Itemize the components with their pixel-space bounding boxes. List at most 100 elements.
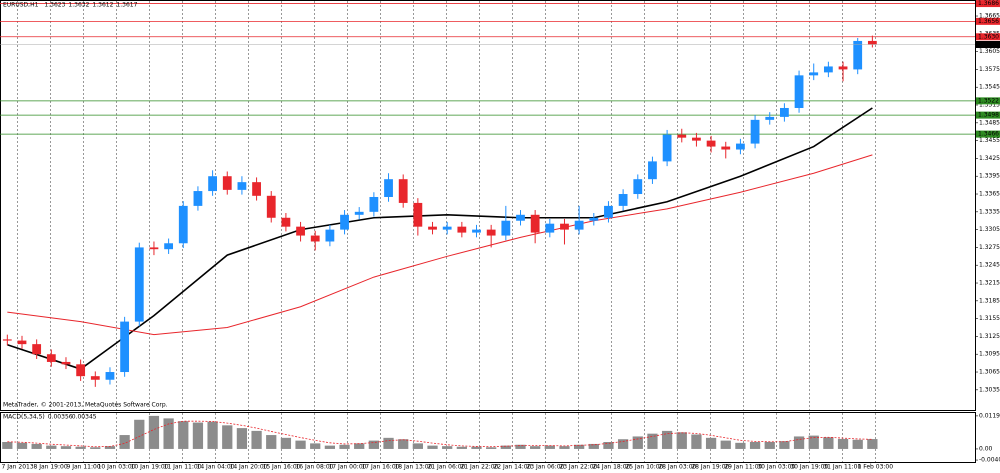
macd-bar <box>104 446 116 449</box>
candle-body <box>677 134 687 138</box>
candle-body <box>501 220 511 236</box>
candle-body <box>560 223 569 230</box>
macd-bar <box>163 418 174 449</box>
macd-bar <box>236 428 248 449</box>
x-tick-label: 28 Jan 19:00 <box>691 464 729 471</box>
candle-body <box>706 140 716 147</box>
x-tick-label: 16 Jan 08:00 <box>295 464 333 471</box>
x-tick-label: 30 Jan 19:00 <box>790 464 828 471</box>
macd-bar <box>368 440 380 449</box>
macd-bar <box>632 436 643 449</box>
macd-bar <box>119 435 130 449</box>
macd-bar <box>46 445 57 449</box>
macd-bar <box>456 446 467 449</box>
y-tick-label: 1.3575 <box>979 66 1000 73</box>
macd-bar <box>500 445 511 449</box>
x-tick-label: 24 Jan 18:00 <box>592 464 630 471</box>
candle-body <box>545 223 555 233</box>
x-tick-label: 23 Jan 06:00 <box>526 464 564 471</box>
candle-body <box>354 211 364 215</box>
macd-bar <box>779 441 790 449</box>
price-label: 1.3617 <box>978 41 999 48</box>
y-tick-label: 1.3485 <box>979 119 1000 126</box>
level-box <box>976 0 1000 8</box>
macd-bar <box>192 422 204 449</box>
macd-bar <box>559 446 570 449</box>
macd-bar <box>280 437 292 449</box>
macd-bar <box>530 446 541 449</box>
ohlc-value: 1.3612 <box>92 2 113 9</box>
y-tick-label: 1.3335 <box>979 208 1000 215</box>
macd-bar <box>661 430 673 449</box>
candle-body <box>486 229 496 236</box>
macd-bar <box>574 444 585 449</box>
level-label: 1.3630 <box>978 33 999 40</box>
candle-body <box>692 137 701 141</box>
candle-body <box>574 220 584 230</box>
macd-bar <box>837 438 849 449</box>
level-box <box>976 17 1000 25</box>
moving-average <box>7 107 873 370</box>
candle-body <box>120 321 130 373</box>
macd-signal <box>7 420 873 448</box>
macd-bar <box>823 437 834 449</box>
y-tick-label: 1.3245 <box>979 262 1000 269</box>
macd-bar <box>295 440 306 449</box>
y-tick-label: 1.3065 <box>979 369 1000 376</box>
main-frame <box>0 0 976 411</box>
candle-body <box>780 107 789 117</box>
x-tick-label: 18 Jan 13:00 <box>394 464 432 471</box>
candle-body <box>736 143 745 150</box>
x-tick-label: 7 Jan 2013 <box>2 464 34 471</box>
candle-body <box>46 354 56 362</box>
candle-body <box>516 214 525 221</box>
candle-body <box>794 75 804 108</box>
symbol: EURUSD,H1 <box>3 2 39 9</box>
macd-bar <box>251 430 262 449</box>
macd-bar <box>339 444 350 449</box>
y-tick-label: 1.3425 <box>979 155 1000 162</box>
macd-bar <box>383 437 394 449</box>
candle-body <box>457 226 467 233</box>
price-box <box>976 41 1000 49</box>
candle-body <box>61 361 71 365</box>
level-box <box>976 33 1000 41</box>
candle-body <box>867 40 877 45</box>
macd-bar <box>735 442 746 449</box>
candle-body <box>296 226 305 236</box>
level-label: 1.3498 <box>978 112 999 119</box>
candle-body <box>823 66 833 73</box>
level-box <box>976 130 1000 138</box>
macd-bar <box>603 442 614 449</box>
candle-body <box>413 202 423 227</box>
y-tick-label: 1.3665 <box>979 13 1000 20</box>
x-tick-label: 14 Jan 20:00 <box>230 464 268 471</box>
candle-body <box>32 344 42 355</box>
x-tick-label: 23 Jan 22:00 <box>559 464 597 471</box>
level-label: 1.3466 <box>978 131 999 138</box>
candle-body <box>2 339 12 341</box>
candle-body <box>398 179 408 203</box>
x-tick-label: 25 Jan 10:00 <box>625 464 663 471</box>
x-tick-label: 21 Jan 22:00 <box>460 464 498 471</box>
y-tick-label: 1.3035 <box>979 386 1000 393</box>
y-tick-label: 1.3365 <box>979 191 1000 198</box>
candle-body <box>369 196 379 212</box>
y-tick-label: 1.3545 <box>979 84 1000 91</box>
macd-frame <box>0 412 976 463</box>
macd-bar <box>90 447 101 449</box>
candle-body <box>134 247 144 322</box>
x-tick-label: 29 Jan 11:00 <box>724 464 762 471</box>
macd-bar <box>412 443 423 449</box>
macd-bar <box>852 439 863 449</box>
macd-bar <box>544 445 555 449</box>
x-tick-label: 30 Jan 03:00 <box>757 464 795 471</box>
y-tick-label: 1.3275 <box>979 244 1000 251</box>
macd-bar <box>31 443 42 449</box>
macd-bar <box>793 436 805 449</box>
macd-bar <box>720 440 731 449</box>
x-tick-label: 31 Jan 11:00 <box>823 464 861 471</box>
macd-bar <box>588 443 599 449</box>
